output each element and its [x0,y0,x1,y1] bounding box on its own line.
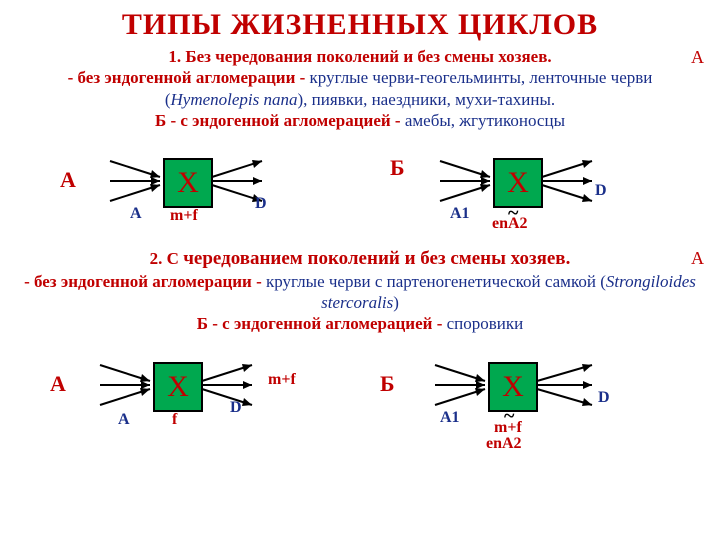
diagram-2a-right: D [230,399,242,417]
diagram-1a-left: A [130,205,142,223]
section1-text: 1. Без чередования поколений и без смены… [20,46,700,131]
diagram-2b-left: A1 [440,409,460,427]
diagram-1b: Б Х A1 ~ enA2 D [390,137,670,247]
diagram-1b-right: D [595,182,607,200]
page-title: ТИПЫ ЖИЗНЕННЫХ ЦИКЛОВ [0,8,720,42]
section2-b-prefix: Б - с эндогенной агломерацией - [197,314,447,333]
diagram-1a-mid: m+f [170,207,198,225]
diagram-row-2: А Х A f D m+f Б Х A1 ~ m+f enA2 D [0,341,720,461]
diagram-2b-mid2: enA2 [486,435,522,453]
diagram-2a-extra: m+f [268,371,296,389]
section1-a-prefix: - без эндогенной агломерации - [68,68,310,87]
section1-b-rest: амебы, жгутиконосцы [405,111,565,130]
diagram-1a-xbox: Х [163,158,213,208]
section2-side-letter: А [691,247,704,270]
section2-heading-prefix: 2. С [150,249,184,268]
section1-side-letter: А [691,46,704,69]
section1-a-after: ), пиявки, наездники, мухи-тахины. [298,90,556,109]
diagram-1a: А Х A m+f D [60,137,340,247]
diagram-2b: Б Х A1 ~ m+f enA2 D [380,341,660,451]
diagram-2a: А Х A f D m+f [50,341,330,451]
section1-b-prefix: Б - с эндогенной агломерацией - [155,111,405,130]
section2-a-rest: круглые черви с партеногенетической самк… [266,272,606,291]
section1-a-italic: Hymenolepis nana [171,90,298,109]
diagram-1a-right: D [255,195,267,213]
diagram-2a-xbox: Х [153,362,203,412]
section2-a-prefix: - без эндогенной агломерации - [24,272,266,291]
section2-heading-rest: чередованием поколений и без смены хозяе… [183,248,570,269]
diagram-row-1: А Х A m+f D Б Х A1 ~ enA2 D [0,137,720,247]
diagram-1b-mid: enA2 [492,215,528,233]
section2-a-after: ) [393,293,399,312]
section2-b-rest: споровики [447,314,524,333]
diagram-2a-left: A [118,411,130,429]
diagram-1b-xbox: Х [493,158,543,208]
section2-text: 2. С чередованием поколений и без смены … [20,247,700,335]
diagram-2a-mid: f [172,411,177,429]
diagram-2b-right: D [598,389,610,407]
section1-heading: 1. Без чередования поколений и без смены… [168,47,551,66]
diagram-1b-left: A1 [450,205,470,223]
